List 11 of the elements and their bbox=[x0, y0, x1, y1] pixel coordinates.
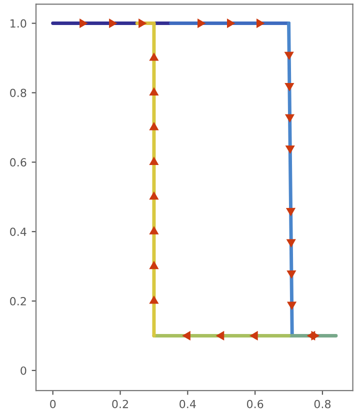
x-tick-label: 0 bbox=[50, 400, 56, 408]
x-tick-label: 0.6 bbox=[246, 400, 264, 408]
x-tick-label: 0.2 bbox=[112, 400, 128, 408]
x-tick-label: 0.4 bbox=[180, 400, 196, 408]
y-tick-label: 0.2 bbox=[10, 297, 26, 306]
y-tick-label: 0.6 bbox=[10, 158, 26, 167]
x-tick-label: 0.8 bbox=[314, 400, 331, 408]
y-tick-label: 0.8 bbox=[10, 88, 26, 98]
y-tick-label: 0.4 bbox=[10, 228, 26, 236]
y-tick-label: 0 bbox=[20, 366, 26, 375]
y-tick-label: 1.0 bbox=[10, 19, 26, 28]
